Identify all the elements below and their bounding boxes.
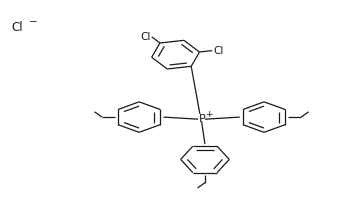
Text: +: +: [205, 110, 213, 119]
Text: Cl: Cl: [214, 46, 224, 56]
Text: Cl: Cl: [140, 32, 151, 42]
Text: P: P: [199, 114, 206, 124]
Text: −: −: [28, 17, 37, 27]
Text: Cl: Cl: [12, 21, 23, 34]
